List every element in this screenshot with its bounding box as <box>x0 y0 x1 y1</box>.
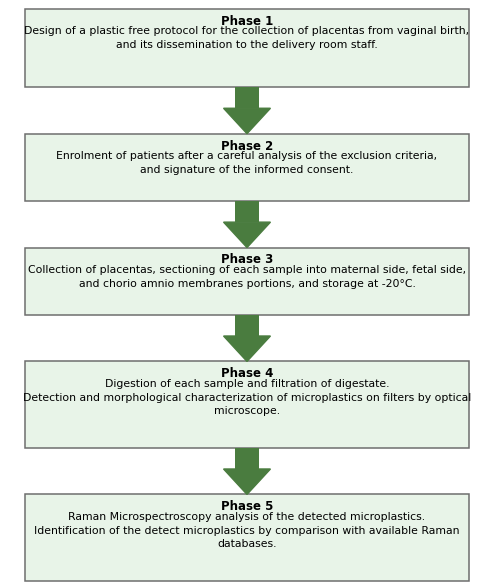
Text: Phase 1: Phase 1 <box>221 15 273 28</box>
Bar <box>235 87 259 108</box>
Polygon shape <box>223 222 271 248</box>
Bar <box>235 201 259 222</box>
Bar <box>25 9 469 87</box>
Text: Phase 5: Phase 5 <box>221 500 273 513</box>
Text: Raman Microspectroscopy analysis of the detected microplastics.
Identification o: Raman Microspectroscopy analysis of the … <box>34 512 460 549</box>
Bar <box>235 448 259 469</box>
Polygon shape <box>223 469 271 494</box>
Text: Collection of placentas, sectioning of each sample into maternal side, fetal sid: Collection of placentas, sectioning of e… <box>28 265 466 289</box>
Polygon shape <box>223 108 271 134</box>
Bar <box>25 494 469 581</box>
Bar <box>25 248 469 315</box>
Polygon shape <box>223 336 271 362</box>
Bar <box>25 134 469 201</box>
Bar <box>25 362 469 448</box>
Text: Enrolment of patients after a careful analysis of the exclusion criteria,
and si: Enrolment of patients after a careful an… <box>56 151 438 175</box>
Text: Phase 2: Phase 2 <box>221 140 273 153</box>
Text: Digestion of each sample and filtration of digestate.
Detection and morphologica: Digestion of each sample and filtration … <box>23 379 471 416</box>
Text: Phase 4: Phase 4 <box>221 367 273 380</box>
Text: Design of a plastic free protocol for the collection of placentas from vaginal b: Design of a plastic free protocol for th… <box>24 26 470 50</box>
Bar <box>235 315 259 336</box>
Text: Phase 3: Phase 3 <box>221 254 273 266</box>
